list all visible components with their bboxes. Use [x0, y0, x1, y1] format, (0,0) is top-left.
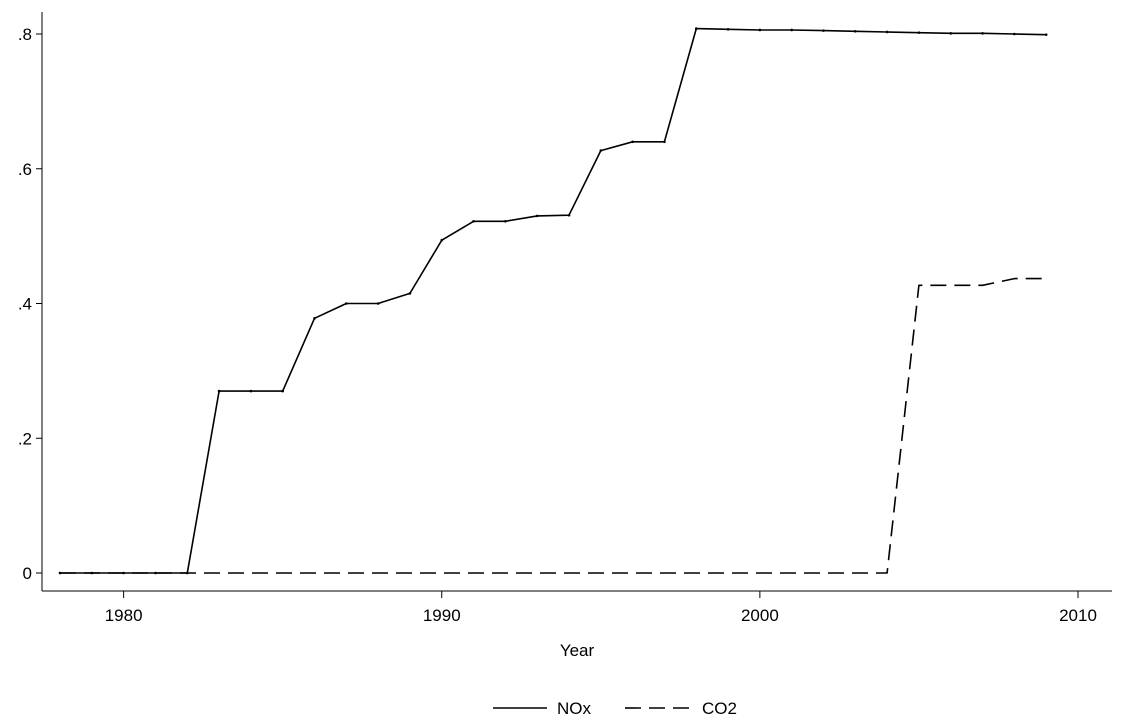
data-point-nox: [981, 32, 984, 35]
series-line-co2: [60, 277, 1047, 574]
data-point-nox: [217, 389, 221, 393]
data-point-nox: [567, 213, 571, 217]
legend: NOx CO2: [493, 699, 737, 718]
data-point-nox: [663, 140, 666, 144]
data-point-nox: [917, 31, 921, 34]
x-tick-label: 2000: [741, 606, 779, 625]
data-point-nox: [345, 302, 348, 305]
data-point-nox: [631, 140, 634, 144]
data-point-nox: [694, 27, 698, 30]
data-point-nox: [726, 27, 730, 31]
data-point-nox: [854, 30, 857, 33]
data-point-nox: [440, 238, 444, 242]
y-tick-label: .8: [18, 25, 32, 44]
data-point-nox: [249, 389, 253, 393]
x-ticks: 1980 1990 2000 2010: [105, 591, 1097, 625]
legend-label: NOx: [557, 699, 592, 718]
data-point-nox: [376, 302, 380, 305]
x-tick-label: 1980: [105, 606, 143, 625]
data-point-nox: [1044, 33, 1048, 36]
data-point-nox: [599, 149, 603, 152]
plot-series: [58, 27, 1048, 575]
data-point-nox: [281, 389, 284, 393]
y-tick-label: 0: [23, 564, 32, 583]
y-ticks: 0 .2 .4 .6 .8: [18, 25, 42, 583]
data-point-nox: [408, 292, 412, 295]
legend-item-co2: CO2: [625, 699, 737, 718]
data-point-nox: [1013, 32, 1016, 36]
y-tick-label: .4: [18, 295, 32, 314]
data-point-nox: [504, 220, 507, 223]
data-point-nox: [758, 28, 762, 32]
y-tick-label: .2: [18, 429, 32, 448]
data-point-nox: [822, 29, 825, 32]
x-tick-label: 1990: [423, 606, 461, 625]
data-point-nox: [313, 317, 316, 320]
data-point-nox: [790, 28, 793, 32]
data-point-nox: [535, 214, 539, 218]
legend-label: CO2: [702, 699, 737, 718]
x-axis-title: Year: [560, 641, 595, 660]
series-line-nox: [60, 27, 1047, 574]
x-tick-label: 2010: [1059, 606, 1097, 625]
y-tick-label: .6: [18, 160, 32, 179]
axes: 0 .2 .4 .6 .8 1980 1990 2000 2010 Year: [18, 12, 1112, 660]
data-point-nox: [472, 220, 475, 223]
data-point-nox: [885, 30, 889, 34]
legend-item-nox: NOx: [493, 699, 592, 718]
data-point-nox: [949, 32, 953, 35]
